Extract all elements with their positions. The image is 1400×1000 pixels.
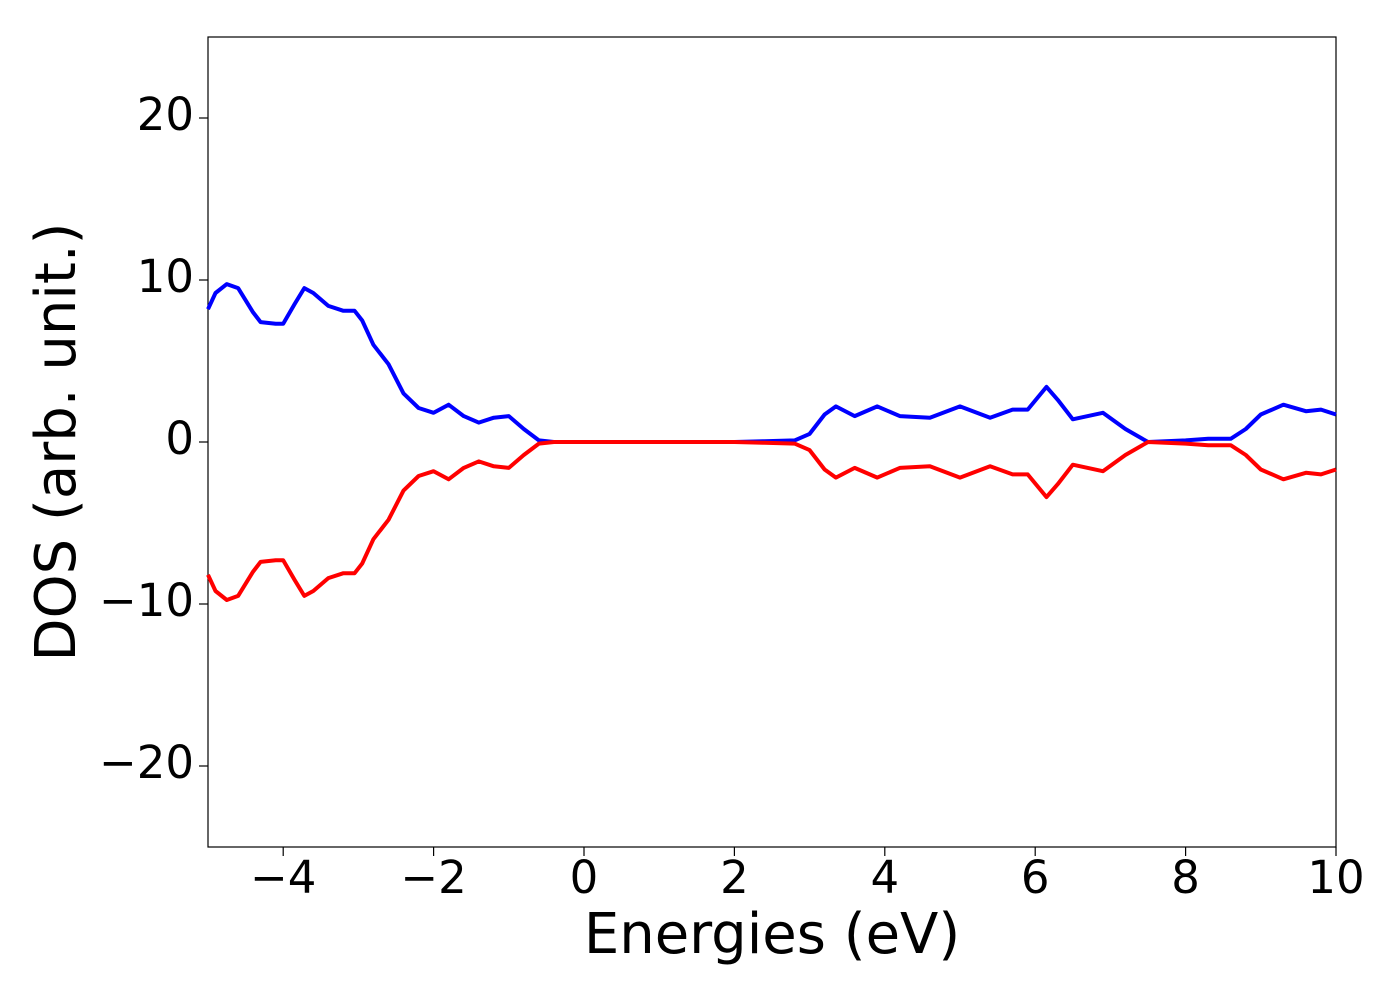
x-tick-label: −2 bbox=[400, 851, 466, 904]
x-tick-label: −4 bbox=[250, 851, 316, 904]
x-tick-label: 10 bbox=[1307, 851, 1364, 904]
x-tick-label: 4 bbox=[870, 851, 899, 904]
x-tick-label: 6 bbox=[1021, 851, 1050, 904]
x-tick-label: 8 bbox=[1171, 851, 1200, 904]
y-tick-label: 20 bbox=[137, 88, 194, 141]
x-tick-label: 2 bbox=[720, 851, 749, 904]
y-tick-label: 10 bbox=[137, 250, 194, 303]
x-tick-label: 0 bbox=[570, 851, 599, 904]
y-tick-label: −20 bbox=[99, 736, 194, 789]
dos-line bbox=[206, 282, 1337, 444]
y-axis-label: DOS (arb. unit.) bbox=[24, 222, 89, 661]
dos-line bbox=[206, 440, 1337, 602]
y-tick-label: 0 bbox=[165, 412, 194, 465]
x-axis-label: Energies (eV) bbox=[584, 902, 960, 967]
y-tick-label: −10 bbox=[99, 574, 194, 627]
